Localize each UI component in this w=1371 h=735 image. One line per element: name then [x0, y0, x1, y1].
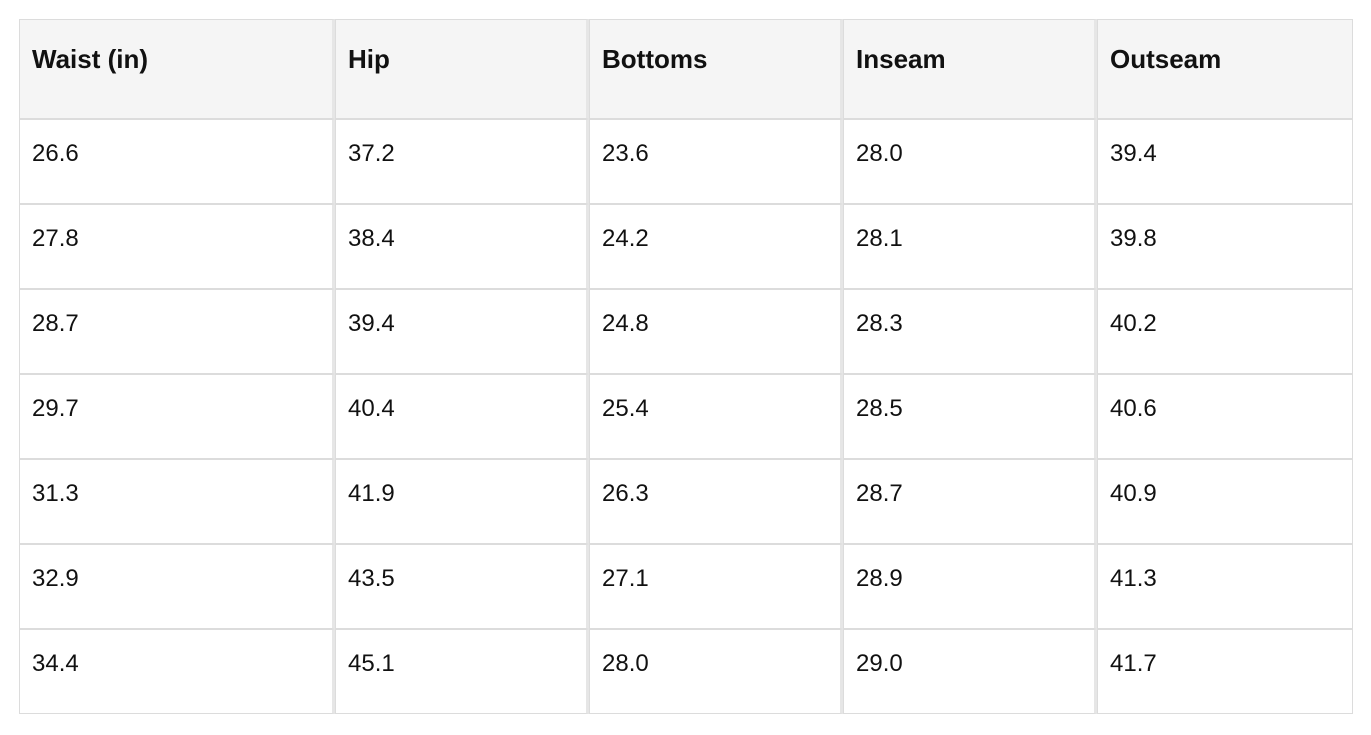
table-cell: 28.9	[843, 544, 1097, 629]
table-cell: 39.4	[1097, 119, 1353, 204]
table-row: 34.4 45.1 28.0 29.0 41.7	[19, 629, 1353, 714]
table-cell: 39.8	[1097, 204, 1353, 289]
table-cell: 41.3	[1097, 544, 1353, 629]
size-chart-table: Waist (in) Hip Bottoms Inseam Outseam 26…	[19, 19, 1353, 714]
table-row: 31.3 41.9 26.3 28.7 40.9	[19, 459, 1353, 544]
header-waist: Waist (in)	[19, 19, 335, 119]
table-cell: 24.8	[589, 289, 843, 374]
table-cell: 26.3	[589, 459, 843, 544]
table-cell: 43.5	[335, 544, 589, 629]
table-cell: 41.9	[335, 459, 589, 544]
table-header: Waist (in) Hip Bottoms Inseam Outseam	[19, 19, 1353, 119]
table-cell: 45.1	[335, 629, 589, 714]
table-cell: 27.1	[589, 544, 843, 629]
table-cell: 26.6	[19, 119, 335, 204]
table-row: 32.9 43.5 27.1 28.9 41.3	[19, 544, 1353, 629]
table-cell: 27.8	[19, 204, 335, 289]
table-row: 28.7 39.4 24.8 28.3 40.2	[19, 289, 1353, 374]
table-cell: 29.0	[843, 629, 1097, 714]
table-cell: 40.9	[1097, 459, 1353, 544]
table-body: 26.6 37.2 23.6 28.0 39.4 27.8 38.4 24.2 …	[19, 119, 1353, 714]
table-row: 29.7 40.4 25.4 28.5 40.6	[19, 374, 1353, 459]
size-chart-container: Waist (in) Hip Bottoms Inseam Outseam 26…	[19, 19, 1353, 714]
header-outseam: Outseam	[1097, 19, 1353, 119]
table-cell: 28.5	[843, 374, 1097, 459]
table-cell: 41.7	[1097, 629, 1353, 714]
table-cell: 37.2	[335, 119, 589, 204]
table-cell: 40.4	[335, 374, 589, 459]
table-cell: 25.4	[589, 374, 843, 459]
header-row: Waist (in) Hip Bottoms Inseam Outseam	[19, 19, 1353, 119]
table-row: 27.8 38.4 24.2 28.1 39.8	[19, 204, 1353, 289]
table-cell: 32.9	[19, 544, 335, 629]
table-cell: 29.7	[19, 374, 335, 459]
header-hip: Hip	[335, 19, 589, 119]
table-cell: 28.0	[589, 629, 843, 714]
table-cell: 23.6	[589, 119, 843, 204]
table-row: 26.6 37.2 23.6 28.0 39.4	[19, 119, 1353, 204]
table-cell: 24.2	[589, 204, 843, 289]
table-cell: 39.4	[335, 289, 589, 374]
table-cell: 28.7	[19, 289, 335, 374]
header-inseam: Inseam	[843, 19, 1097, 119]
header-bottoms: Bottoms	[589, 19, 843, 119]
table-cell: 34.4	[19, 629, 335, 714]
table-cell: 28.1	[843, 204, 1097, 289]
table-cell: 40.2	[1097, 289, 1353, 374]
table-cell: 38.4	[335, 204, 589, 289]
table-cell: 31.3	[19, 459, 335, 544]
table-cell: 28.7	[843, 459, 1097, 544]
table-cell: 40.6	[1097, 374, 1353, 459]
table-cell: 28.3	[843, 289, 1097, 374]
table-cell: 28.0	[843, 119, 1097, 204]
